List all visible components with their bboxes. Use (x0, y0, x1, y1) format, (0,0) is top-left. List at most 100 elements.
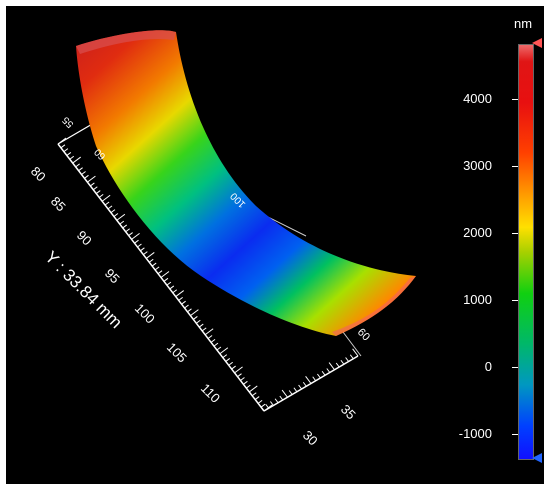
y-tick-label: 110 (198, 381, 223, 406)
y-axis-tick (95, 190, 101, 194)
y-axis-tick (213, 342, 219, 347)
y-axis-tick (254, 396, 260, 400)
y-axis-tick (201, 327, 207, 332)
y-axis-tick (243, 380, 248, 385)
y-axis-tick (78, 167, 83, 172)
y-axis-tick (196, 319, 201, 324)
y-axis-tick (198, 323, 204, 328)
y-axis-tick (90, 182, 95, 187)
y-axis-tick (190, 309, 199, 317)
y-axis-tick (240, 377, 245, 381)
y-axis-tick (134, 239, 139, 244)
y-axis-tick (231, 365, 236, 370)
y-axis-tick (228, 361, 233, 366)
x-axis-tick (302, 381, 307, 387)
y-axis-tick (160, 271, 170, 278)
y-axis-tick (137, 243, 142, 248)
y-axis-tick (60, 144, 66, 149)
colorbar-tick (512, 233, 518, 234)
y-axis-tick (113, 213, 119, 217)
y-axis-tick (145, 252, 155, 259)
y-axis-tick (81, 171, 86, 175)
y-axis-tick (172, 289, 178, 294)
y-axis-tick (237, 373, 242, 378)
colorbar-tick (512, 300, 518, 301)
x-axis-tick (312, 376, 317, 382)
y-axis-tick (163, 277, 169, 282)
x-axis-tick (288, 390, 293, 395)
y-axis-tick (143, 251, 148, 256)
y-axis-tick (119, 220, 125, 225)
x-axis-tick (258, 403, 265, 412)
y-axis-tick (260, 403, 266, 408)
y-axis-tick (184, 304, 189, 309)
y-axis-tick (234, 366, 243, 374)
x-axis-tick (326, 368, 331, 373)
x-tick-label: 30 (300, 428, 321, 449)
y-axis-tick (148, 258, 154, 263)
y-axis-tick (175, 290, 185, 297)
y-axis-tick (63, 148, 69, 153)
x-axis-tick (265, 403, 270, 409)
y-axis-tick (193, 316, 198, 320)
y-axis-tick (257, 399, 263, 404)
y-axis-tick (181, 300, 186, 305)
height-surface (76, 30, 416, 337)
colorbar-max-marker[interactable] (532, 38, 542, 48)
y-axis-tick (187, 308, 192, 313)
y-axis-tick (248, 385, 258, 393)
y-axis-tick (101, 194, 111, 202)
y-axis-tick (246, 384, 251, 389)
x-axis-tick (340, 359, 345, 365)
y-tick-label: 90 (74, 228, 95, 249)
y-axis-tick (122, 224, 128, 229)
colorbar-tick-label: 1000 (463, 292, 492, 307)
y-axis-tick (222, 354, 228, 359)
y-axis-tick (107, 205, 113, 210)
y-axis-tick (69, 155, 75, 160)
y-tick-label: 100 (132, 301, 158, 327)
colorbar-min-marker[interactable] (532, 453, 542, 463)
y-axis-tick (87, 175, 96, 183)
y-axis-tick (93, 186, 98, 191)
x-axis-tick (352, 348, 359, 357)
colorbar-tick-label: 3000 (463, 158, 492, 173)
surface-highlight-top (76, 30, 176, 54)
x-axis-tick (269, 401, 274, 406)
y-axis-tick (116, 213, 126, 221)
x-axis-tick (281, 389, 288, 398)
y-axis-tick (207, 335, 213, 339)
x-axis-tick (328, 362, 335, 371)
y-axis-tick (178, 296, 183, 301)
3d-surface-viewport[interactable]: 80 85 90 95 100 105 110 Y : 33.84 mm 30 … (6, 6, 544, 484)
x-axis-tick (279, 395, 284, 401)
x-axis-tick (298, 384, 303, 390)
x-axis-ticks (258, 348, 359, 412)
y-axis-tick (210, 338, 216, 343)
y-axis-ticks (57, 137, 273, 412)
y-axis-tick (110, 209, 116, 214)
colorbar-tick-label: 2000 (463, 225, 492, 240)
y-axis-tick (131, 232, 140, 240)
colorbar-unit: nm (514, 16, 533, 31)
x-axis-tick (316, 373, 321, 379)
y-tick-label: 105 (164, 340, 190, 366)
surface-highlight-bottom (332, 276, 416, 336)
y-axis-tick (216, 346, 222, 351)
y-axis-tick (84, 174, 89, 179)
y-axis-tick (57, 137, 67, 145)
x-axis-tick (293, 387, 298, 393)
y-axis-tick (75, 163, 80, 168)
x-axis-tick (345, 357, 350, 362)
colorbar-tick (512, 166, 518, 167)
x-axis-tick (274, 398, 279, 404)
y-axis-tick (128, 232, 133, 236)
y-axis-tick (72, 156, 82, 164)
y-tick-label: 95 (102, 266, 123, 287)
y-axis-tick (98, 193, 104, 198)
y-axis-tick (251, 392, 257, 397)
y-axis-tick (225, 358, 231, 362)
y-axis-tick (157, 270, 163, 275)
colorbar (518, 44, 534, 460)
